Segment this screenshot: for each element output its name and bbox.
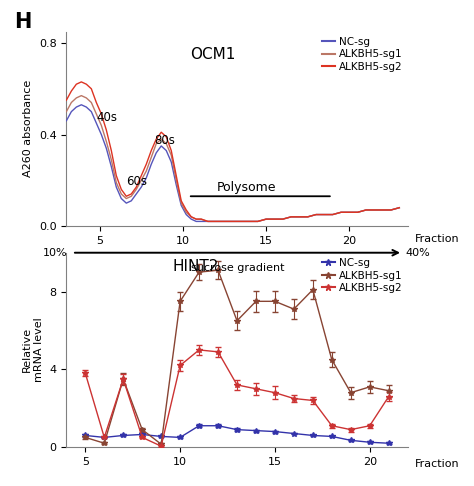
Text: H: H xyxy=(14,12,32,32)
Y-axis label: A260 absorbance: A260 absorbance xyxy=(23,80,33,177)
Legend: NC-sg, ALKBH5-sg1, ALKBH5-sg2: NC-sg, ALKBH5-sg1, ALKBH5-sg2 xyxy=(322,258,402,293)
Text: 40%: 40% xyxy=(405,248,430,258)
Text: HINT2: HINT2 xyxy=(173,259,219,274)
Text: 40s: 40s xyxy=(96,111,118,124)
Text: 60s: 60s xyxy=(126,175,147,188)
Text: sucrose gradient: sucrose gradient xyxy=(191,263,284,274)
Legend: NC-sg, ALKBH5-sg1, ALKBH5-sg2: NC-sg, ALKBH5-sg1, ALKBH5-sg2 xyxy=(322,37,402,72)
Text: Polysome: Polysome xyxy=(217,180,276,193)
Text: 80s: 80s xyxy=(155,134,175,147)
Text: 10%: 10% xyxy=(43,248,67,258)
Text: Fraction: Fraction xyxy=(414,234,459,244)
Text: Fraction: Fraction xyxy=(414,459,459,469)
Text: OCM1: OCM1 xyxy=(191,47,236,62)
Y-axis label: Relative
mRNA level: Relative mRNA level xyxy=(22,317,44,382)
